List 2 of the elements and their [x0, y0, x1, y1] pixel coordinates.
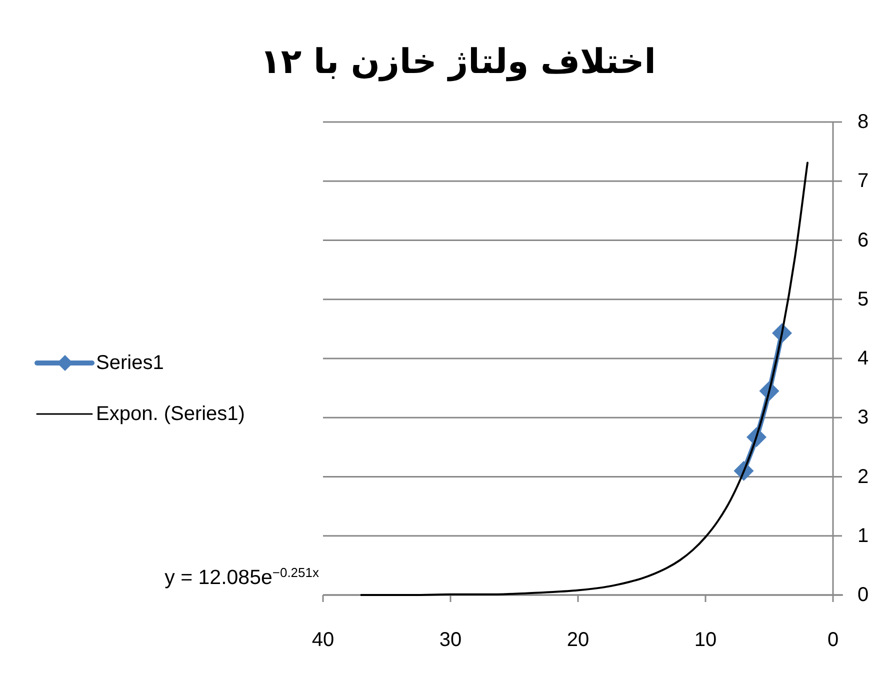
- annotation: y = 12.085e$^{−0.251x}$: [164, 564, 319, 589]
- title: اختلاف ولتاژ خازن با ۱۲: [260, 42, 656, 82]
